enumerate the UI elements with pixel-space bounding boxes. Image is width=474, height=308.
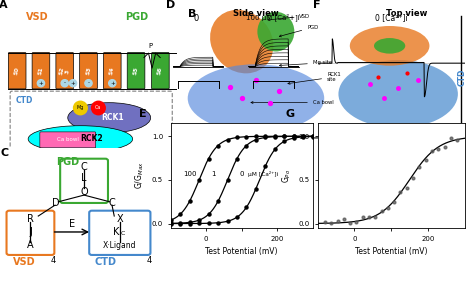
Text: D: D: [52, 198, 60, 208]
Text: A: A: [27, 240, 34, 250]
Text: C: C: [109, 198, 115, 208]
FancyBboxPatch shape: [32, 53, 50, 89]
Circle shape: [109, 80, 116, 87]
Text: Ca: Ca: [95, 106, 101, 111]
Text: RCK1: RCK1: [101, 113, 124, 122]
FancyBboxPatch shape: [56, 53, 73, 89]
Text: 4: 4: [146, 256, 152, 265]
FancyBboxPatch shape: [9, 53, 26, 89]
FancyBboxPatch shape: [40, 132, 96, 148]
Text: S3: S3: [85, 66, 91, 75]
Text: -: -: [88, 81, 90, 86]
Circle shape: [85, 80, 92, 87]
Text: L: L: [82, 173, 87, 183]
Ellipse shape: [28, 126, 133, 152]
Text: PGD: PGD: [279, 25, 318, 37]
Text: S6: S6: [157, 66, 164, 75]
Ellipse shape: [188, 64, 324, 132]
Circle shape: [73, 101, 87, 115]
Text: 100 μM [Ca²+]i: 100 μM [Ca²+]i: [246, 14, 300, 21]
Text: C: C: [0, 148, 9, 158]
Y-axis label: G$_{{Po}}$: G$_{{Po}}$: [281, 168, 293, 183]
Text: CTD: CTD: [16, 95, 33, 104]
Ellipse shape: [338, 60, 458, 128]
Text: 100: 100: [183, 172, 197, 177]
Text: Mg site: Mg site: [279, 60, 332, 67]
Text: RCK2: RCK2: [80, 135, 102, 144]
Text: S2
3: S2 3: [59, 66, 71, 76]
Text: J: J: [29, 227, 32, 237]
Text: CTD: CTD: [457, 68, 466, 86]
Text: E: E: [139, 109, 147, 119]
Text: R: R: [27, 214, 34, 225]
Text: Mg: Mg: [77, 106, 84, 111]
Y-axis label: G/G$_{{Max}}$: G/G$_{{Max}}$: [134, 162, 146, 189]
FancyBboxPatch shape: [80, 53, 97, 89]
Text: S1: S1: [38, 66, 44, 75]
Text: VSD: VSD: [12, 257, 35, 267]
Circle shape: [91, 101, 105, 115]
Text: Side view: Side view: [233, 9, 279, 18]
FancyBboxPatch shape: [152, 53, 169, 89]
Text: O: O: [80, 187, 88, 197]
Text: X: X: [117, 214, 123, 225]
Ellipse shape: [257, 12, 294, 51]
Text: 1: 1: [211, 172, 216, 177]
Text: C: C: [120, 231, 125, 236]
X-axis label: Test Potential (mV): Test Potential (mV): [206, 247, 278, 256]
Text: PGD: PGD: [125, 12, 148, 22]
Text: Ca bowl: Ca bowl: [57, 137, 79, 142]
Text: VSD: VSD: [26, 12, 48, 22]
Text: B: B: [188, 9, 196, 19]
Text: RCK1
site: RCK1 site: [288, 71, 341, 84]
Text: A: A: [0, 0, 8, 10]
FancyBboxPatch shape: [103, 53, 121, 89]
FancyBboxPatch shape: [10, 91, 172, 150]
Text: CTD: CTD: [246, 133, 265, 142]
Text: P: P: [148, 43, 152, 49]
Text: VSD: VSD: [268, 14, 310, 21]
Ellipse shape: [374, 38, 405, 54]
FancyBboxPatch shape: [127, 53, 145, 89]
Text: 0: 0: [193, 14, 199, 22]
Text: +: +: [38, 81, 43, 86]
Text: μM [Ca²⁺]i: μM [Ca²⁺]i: [248, 172, 278, 177]
Circle shape: [61, 80, 68, 87]
Ellipse shape: [68, 103, 151, 133]
Text: 0: 0: [240, 172, 245, 177]
Text: D: D: [166, 0, 176, 10]
Text: -: -: [64, 81, 66, 86]
Text: CTD: CTD: [94, 257, 116, 267]
Text: S0: S0: [14, 66, 20, 75]
Text: 0 [Ca²⁺]i: 0 [Ca²⁺]i: [374, 13, 408, 22]
Text: G: G: [285, 109, 294, 119]
Ellipse shape: [210, 10, 273, 73]
Text: F: F: [313, 0, 321, 10]
Text: C: C: [81, 162, 87, 172]
Text: +: +: [110, 81, 115, 86]
Text: S4: S4: [109, 66, 116, 75]
Text: PGD: PGD: [56, 156, 79, 167]
Text: S5: S5: [133, 66, 139, 75]
Circle shape: [69, 80, 77, 87]
X-axis label: Test Potential (mV): Test Potential (mV): [355, 247, 427, 256]
Text: Ca bowl: Ca bowl: [251, 100, 334, 105]
Text: Top view: Top view: [386, 9, 428, 18]
Text: K: K: [113, 227, 119, 237]
Circle shape: [37, 80, 45, 87]
Text: 4: 4: [51, 256, 56, 265]
Text: E: E: [69, 219, 75, 229]
Text: X·Ligand: X·Ligand: [103, 241, 137, 250]
Text: +: +: [71, 81, 75, 86]
Ellipse shape: [350, 26, 429, 66]
